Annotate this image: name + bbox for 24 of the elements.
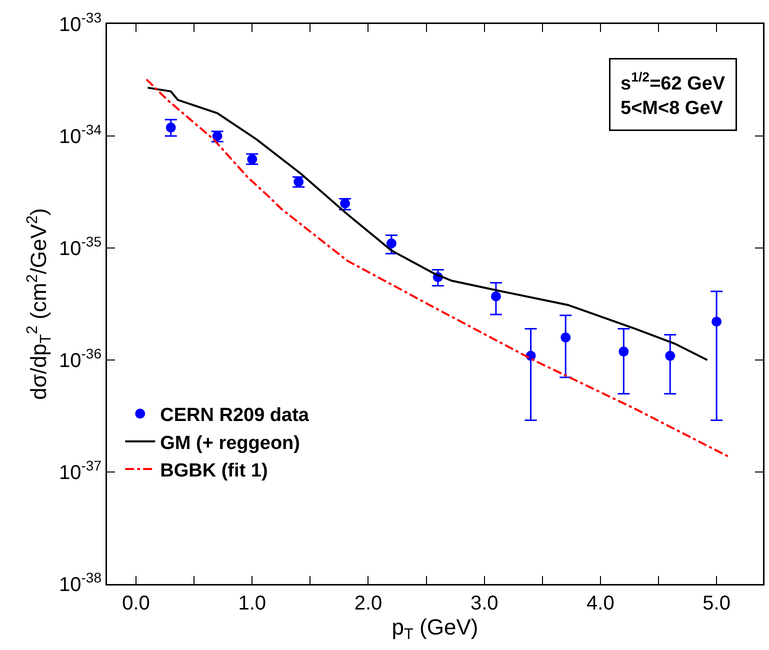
x-tick-label: 3.0 — [470, 592, 498, 614]
annotation: s$^{1/2}$=62 GeV — [620, 70, 726, 94]
x-tick-label: 5.0 — [702, 592, 730, 614]
y-tick-label: 10$^{-35}$ — [59, 234, 102, 260]
y-tick-label: 10$^{-33}$ — [59, 10, 102, 36]
annotation: 5<M<8 GeV — [620, 98, 724, 120]
legend-label: CERN R209 data — [160, 405, 310, 426]
y-tick-label: 10$^{-37}$ — [59, 458, 102, 484]
legend-label: BGBK (fit 1) — [160, 460, 268, 482]
point — [490, 291, 501, 302]
point — [386, 238, 396, 248]
x-axis-title: p$_{T}$ (GeV) — [392, 614, 478, 644]
legend-label: GM (+ reggeon) — [160, 432, 300, 454]
x-tick-label: 0.0 — [122, 592, 150, 614]
y-tick-label: 10$^{-34}$ — [59, 122, 102, 148]
y-tick-label: 10$^{-36}$ — [59, 346, 102, 372]
x-tick-label: 4.0 — [586, 592, 614, 614]
y-tick-label: 10$^{-38}$ — [59, 570, 102, 596]
x-tick-label: 2.0 — [354, 592, 382, 614]
point — [665, 350, 676, 361]
point — [560, 332, 571, 342]
point — [712, 316, 722, 327]
x-tick-label: 1.0 — [238, 592, 266, 614]
point — [618, 346, 629, 357]
